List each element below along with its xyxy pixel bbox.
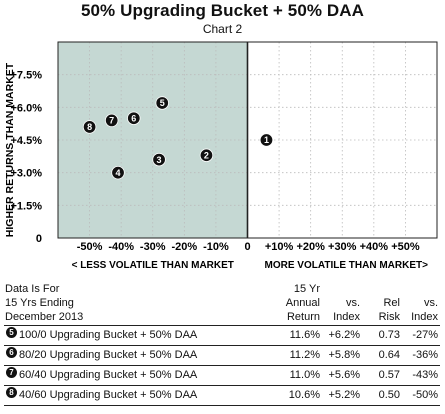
col-header-line: Index — [411, 311, 438, 323]
y-tick-label: +4.5% — [11, 135, 43, 147]
row-vs-return: +5.2% — [328, 389, 361, 401]
x-tick-label: 0 — [244, 241, 250, 253]
row-badge: 5 — [6, 327, 17, 338]
row-rel-risk: 0.50 — [378, 389, 400, 401]
col-header-line: 15 Yr — [293, 283, 320, 295]
table-divider — [4, 405, 440, 406]
table-divider — [4, 365, 440, 366]
row-return: 11.6% — [289, 329, 320, 341]
x-tick-label: +50% — [391, 241, 420, 253]
data-point-marker — [155, 96, 169, 110]
data-point-label: 8 — [87, 122, 92, 132]
data-point-marker — [127, 111, 141, 125]
x-tick-label: -50% — [77, 241, 103, 253]
col-header-line: vs. — [345, 297, 360, 309]
col-header-line: Rel — [383, 297, 400, 309]
col-header-rel-risk: Rel Risk — [366, 296, 400, 324]
row-vs-return: +6.2% — [328, 329, 361, 341]
y-tick-label: +3.0% — [11, 168, 43, 180]
col-header-vs-return: vs. Index — [320, 296, 360, 324]
y-tick-label: 0 — [36, 233, 42, 245]
data-point-marker — [152, 152, 166, 167]
chart-title: 50% Upgrading Bucket + 50% DAA — [80, 1, 365, 20]
left-header-line: December 2013 — [5, 311, 84, 323]
x-tick-label: -30% — [140, 241, 166, 253]
row-rel-risk: 0.64 — [378, 349, 400, 361]
data-point-marker — [82, 120, 97, 134]
table-divider — [4, 385, 440, 386]
data-point-label: 2 — [204, 150, 209, 160]
row-vs-return: +5.8% — [328, 349, 361, 361]
table-row: 8 40/60 Upgrading Bucket + 50% DAA 10.6%… — [4, 387, 440, 404]
table-divider — [4, 345, 440, 346]
row-badge: 6 — [6, 347, 17, 358]
x-tick-label: -40% — [108, 241, 134, 253]
table-left-header: Data Is For 15 Yrs Ending December 2013 — [5, 282, 83, 324]
x-tick-label: +20% — [296, 241, 325, 253]
row-name: 80/20 Upgrading Bucket + 50% DAA — [19, 349, 198, 361]
row-rel-risk: 0.57 — [378, 369, 400, 381]
col-header-line: vs. — [423, 297, 438, 309]
table-row: 5 100/0 Upgrading Bucket + 50% DAA 11.6%… — [4, 327, 440, 344]
x-tick-label: +10% — [265, 241, 294, 253]
left-header-line: Data Is For — [5, 283, 60, 295]
y-tick-label: +7.5% — [11, 70, 43, 82]
data-point-label: 6 — [131, 113, 136, 123]
row-vs-risk: -43% — [412, 369, 438, 381]
col-header-line: Risk — [378, 311, 400, 323]
table-row: 7 60/40 Upgrading Bucket + 50% DAA 11.0%… — [4, 367, 440, 384]
left-header-line: 15 Yrs Ending — [5, 297, 74, 309]
col-header-line: Index — [333, 311, 360, 323]
row-vs-return: +5.6% — [328, 369, 361, 381]
row-rel-risk: 0.73 — [378, 329, 400, 341]
row-return: 10.6% — [288, 389, 320, 401]
data-point-marker — [199, 148, 214, 162]
x-tick-label: -20% — [171, 241, 197, 253]
row-return: 11.0% — [289, 369, 320, 381]
col-header-line: Return — [286, 311, 320, 323]
data-point-marker — [111, 165, 125, 180]
chart-subtitle: Chart 2 — [202, 22, 243, 36]
data-point-label: 4 — [116, 168, 121, 178]
x-tick-label: +40% — [360, 241, 389, 253]
col-header-vs-risk: vs. Index — [402, 296, 438, 324]
y-axis-label: HIGHER RETURNS THAN MARKET — [4, 62, 16, 237]
table-divider — [4, 325, 440, 326]
data-point-label: 7 — [109, 116, 114, 126]
x-caption-right: MORE VOLATILE THAN MARKET> — [265, 260, 429, 271]
row-vs-risk: -50% — [412, 389, 438, 401]
row-badge: 7 — [6, 367, 17, 378]
y-tick-label: +1.5% — [11, 200, 43, 212]
row-name: 60/40 Upgrading Bucket + 50% DAA — [19, 369, 198, 381]
data-point-marker — [259, 133, 274, 147]
table-row: 6 80/20 Upgrading Bucket + 50% DAA 11.2%… — [4, 347, 440, 364]
data-point-label: 5 — [160, 98, 165, 108]
row-return: 11.2% — [289, 349, 320, 361]
data-point-marker — [104, 113, 119, 128]
col-header-return: 15 Yr Annual Return — [272, 282, 320, 324]
data-point-label: 3 — [157, 155, 162, 165]
x-tick-label: -10% — [203, 241, 229, 253]
scatter-chart: 0 +1.5% +3.0% +4.5% +6.0% +7.5% -50% -40% -30% -2… — [4, 41, 438, 271]
row-badge: 8 — [6, 387, 17, 398]
x-caption-left: < LESS VOLATILE THAN MARKET — [72, 260, 234, 271]
row-name: 100/0 Upgrading Bucket + 50% DAA — [19, 329, 198, 341]
data-point-label: 1 — [264, 135, 269, 145]
row-vs-risk: -27% — [412, 329, 438, 341]
row-vs-risk: -36% — [412, 349, 438, 361]
col-header-line: Annual — [285, 297, 320, 309]
y-tick-label: +6.0% — [11, 102, 43, 114]
row-name: 40/60 Upgrading Bucket + 50% DAA — [19, 389, 198, 401]
x-tick-label: +30% — [328, 241, 357, 253]
